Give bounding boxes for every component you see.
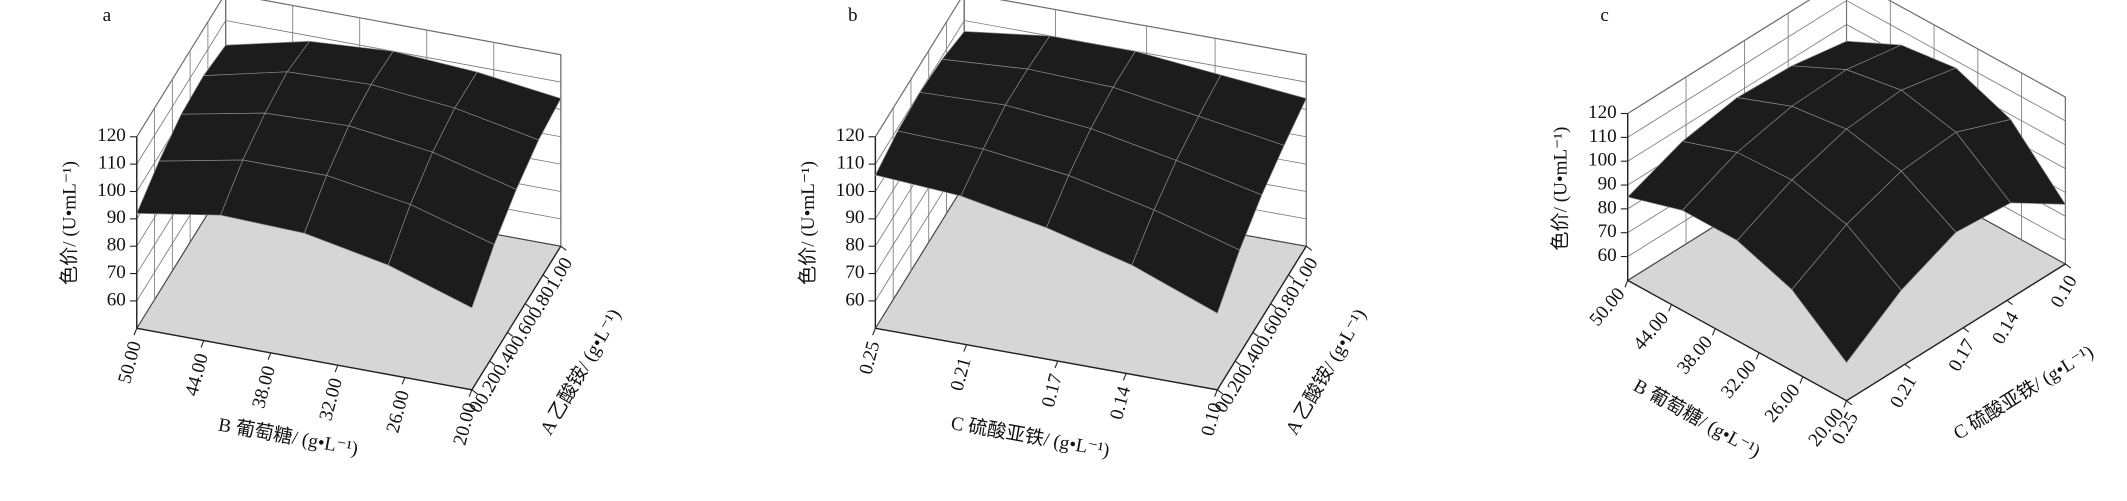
y-tick-label: 0.14 [1988, 308, 2023, 348]
z-tick-label: 110 [836, 153, 864, 174]
z-tick-label: 60 [107, 289, 126, 310]
x-tick [1122, 373, 1127, 381]
x-tick [200, 340, 205, 348]
y-tick [1305, 245, 1313, 251]
x-tick [1624, 280, 1629, 288]
x-tick-label: 44.00 [1629, 308, 1673, 354]
y-tick [471, 389, 478, 395]
axis-line [136, 245, 562, 391]
z-tick-label: 80 [1598, 197, 1617, 218]
x-tick [401, 377, 406, 385]
x-axis-title: B 葡萄糖/ (g•L⁻¹) [217, 414, 360, 460]
z-tick-label: 70 [1598, 221, 1617, 242]
x-tick-label: 32.00 [1717, 356, 1761, 402]
z-tick-label: 70 [107, 262, 126, 283]
y-axis-title: A 乙酸铵/ (g•L⁻¹) [1281, 305, 1371, 439]
y-tick [1904, 363, 1911, 369]
surface-patch [387, 204, 495, 309]
z-tick-label: 60 [845, 289, 864, 310]
y-tick [489, 360, 496, 366]
y-tick [542, 274, 549, 280]
surface-patch [1131, 209, 1241, 314]
y-tick [560, 245, 567, 251]
z-tick-label: 120 [97, 125, 126, 146]
x-tick [1668, 304, 1672, 312]
z-tick-label: 110 [1589, 126, 1617, 147]
x-tick-label: 50.00 [1586, 284, 1630, 330]
surface-patch [1791, 223, 1902, 364]
x-tick-label: 32.00 [315, 376, 346, 423]
z-tick-label: 60 [1598, 245, 1617, 266]
y-tick-label: 0.10 [2047, 272, 2082, 311]
axis-line [875, 245, 1307, 391]
y-tick [507, 331, 514, 337]
x-tick [1214, 389, 1218, 397]
x-tick-label: 26.00 [1761, 380, 1805, 426]
x-tick [1755, 352, 1760, 360]
z-tick-label: 70 [845, 262, 864, 283]
x-tick [1843, 400, 1848, 408]
z-grid-line [1627, 0, 2066, 114]
x-tick [334, 364, 339, 373]
axis-line [1627, 263, 2066, 402]
x-tick-label: 26.00 [383, 388, 414, 435]
z-tick-label: 90 [107, 207, 126, 228]
x-tick [963, 344, 968, 352]
x-tick-label: 0.17 [1038, 371, 1067, 409]
z-grid-line [136, 0, 561, 137]
y-tick [524, 303, 532, 309]
panel-label: c [1600, 5, 1609, 26]
z-tick-label: 90 [845, 207, 864, 228]
y-tick [1252, 331, 1259, 337]
y-tick [1846, 400, 1853, 406]
x-tick [468, 389, 473, 397]
y-tick [2006, 300, 2013, 306]
x-tick [267, 352, 272, 360]
y-tick-label: 0.21 [1886, 372, 1921, 411]
x-tick-label: 50.00 [114, 339, 145, 386]
z-axis-title: 色价/ (U•mL⁻¹) [797, 161, 819, 285]
y-tick [2065, 263, 2072, 269]
z-tick-label: 110 [98, 153, 126, 174]
y-tick [1217, 389, 1224, 395]
x-tick-label: 0.14 [1106, 384, 1135, 422]
x-axis-title: C 硫酸亚铁/ (g•L⁻¹) [949, 412, 1111, 462]
z-grid-line [875, 0, 1307, 137]
z-tick-label: 90 [1598, 173, 1617, 194]
z-tick-label: 100 [1588, 150, 1617, 171]
y-axis-title: A 乙酸铵/ (g•L⁻¹) [536, 305, 626, 439]
x-tick [1799, 376, 1804, 384]
panel-label: a [103, 5, 112, 26]
x-tick-label: 38.00 [1673, 332, 1717, 378]
y-tick [1962, 327, 1970, 333]
z-tick-label: 100 [836, 180, 865, 201]
y-tick-label: 0.17 [1945, 335, 1980, 375]
x-tick-label: 38.00 [248, 364, 279, 411]
z-axis-title: 色价/ (U•mL⁻¹) [1549, 127, 1571, 251]
x-tick [1711, 328, 1716, 336]
x-tick-label: 0.25 [856, 339, 885, 377]
z-tick-label: 80 [845, 235, 864, 256]
x-tick-label: 0.21 [947, 355, 976, 393]
z-axis-title: 色价/ (U•mL⁻¹) [59, 161, 81, 285]
y-tick [1234, 360, 1241, 366]
y-tick [1288, 274, 1295, 280]
z-tick-label: 100 [97, 180, 126, 201]
z-tick-label: 120 [836, 125, 865, 146]
x-tick [133, 328, 138, 336]
y-tick [1270, 303, 1277, 309]
panel-label: b [848, 5, 858, 26]
z-tick-label: 80 [107, 235, 126, 256]
z-tick-label: 120 [1588, 102, 1617, 123]
x-tick [1054, 360, 1059, 369]
x-tick [872, 328, 876, 336]
x-tick-label: 44.00 [181, 351, 212, 398]
